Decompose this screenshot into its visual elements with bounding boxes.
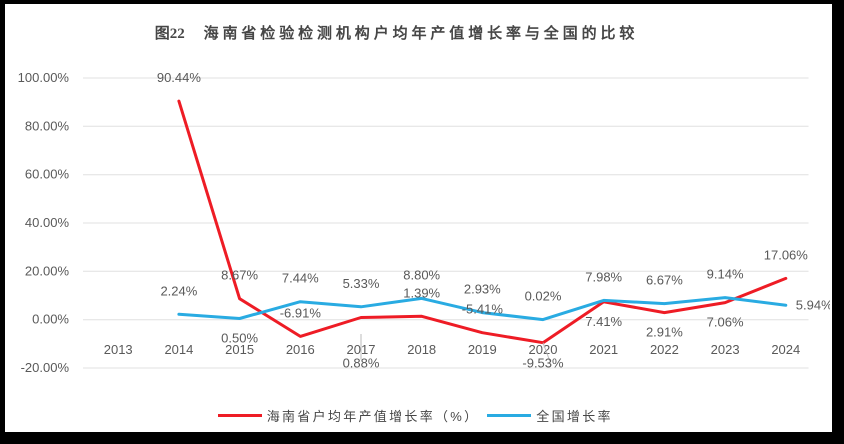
svg-text:90.44%: 90.44% <box>157 70 202 85</box>
svg-text:-6.91%: -6.91% <box>280 305 322 320</box>
svg-text:7.06%: 7.06% <box>707 315 744 330</box>
svg-text:60.00%: 60.00% <box>25 167 70 182</box>
svg-text:5.94%: 5.94% <box>796 297 830 312</box>
svg-text:20.00%: 20.00% <box>25 263 70 278</box>
svg-text:2022: 2022 <box>650 342 679 357</box>
svg-text:8.67%: 8.67% <box>221 268 258 283</box>
svg-text:2013: 2013 <box>104 342 133 357</box>
svg-text:17.06%: 17.06% <box>764 247 809 262</box>
svg-text:2018: 2018 <box>407 342 436 357</box>
svg-text:7.41%: 7.41% <box>585 314 622 329</box>
svg-text:7.98%: 7.98% <box>585 269 622 284</box>
svg-text:8.80%: 8.80% <box>403 267 440 282</box>
svg-text:0.50%: 0.50% <box>221 331 258 346</box>
svg-text:2019: 2019 <box>468 342 497 357</box>
svg-text:40.00%: 40.00% <box>25 215 70 230</box>
svg-text:9.14%: 9.14% <box>707 267 744 282</box>
svg-text:2.24%: 2.24% <box>160 283 197 298</box>
svg-text:7.44%: 7.44% <box>282 271 319 286</box>
svg-text:2.93%: 2.93% <box>464 282 501 297</box>
svg-text:0.00%: 0.00% <box>32 312 69 327</box>
svg-text:2.91%: 2.91% <box>646 325 683 340</box>
svg-text:-5.41%: -5.41% <box>462 302 504 317</box>
svg-text:2014: 2014 <box>164 342 193 357</box>
svg-text:-20.00%: -20.00% <box>21 360 70 375</box>
svg-text:6.67%: 6.67% <box>646 273 683 288</box>
svg-text:2023: 2023 <box>711 342 740 357</box>
svg-text:0.88%: 0.88% <box>343 356 380 371</box>
svg-text:2024: 2024 <box>771 342 800 357</box>
svg-text:100.00%: 100.00% <box>18 70 70 85</box>
svg-text:-9.53%: -9.53% <box>522 356 564 371</box>
svg-text:80.00%: 80.00% <box>25 118 70 133</box>
svg-text:2016: 2016 <box>286 342 315 357</box>
svg-text:0.02%: 0.02% <box>525 289 562 304</box>
svg-text:2021: 2021 <box>589 342 618 357</box>
svg-text:1.39%: 1.39% <box>403 285 440 300</box>
svg-text:5.33%: 5.33% <box>343 276 380 291</box>
